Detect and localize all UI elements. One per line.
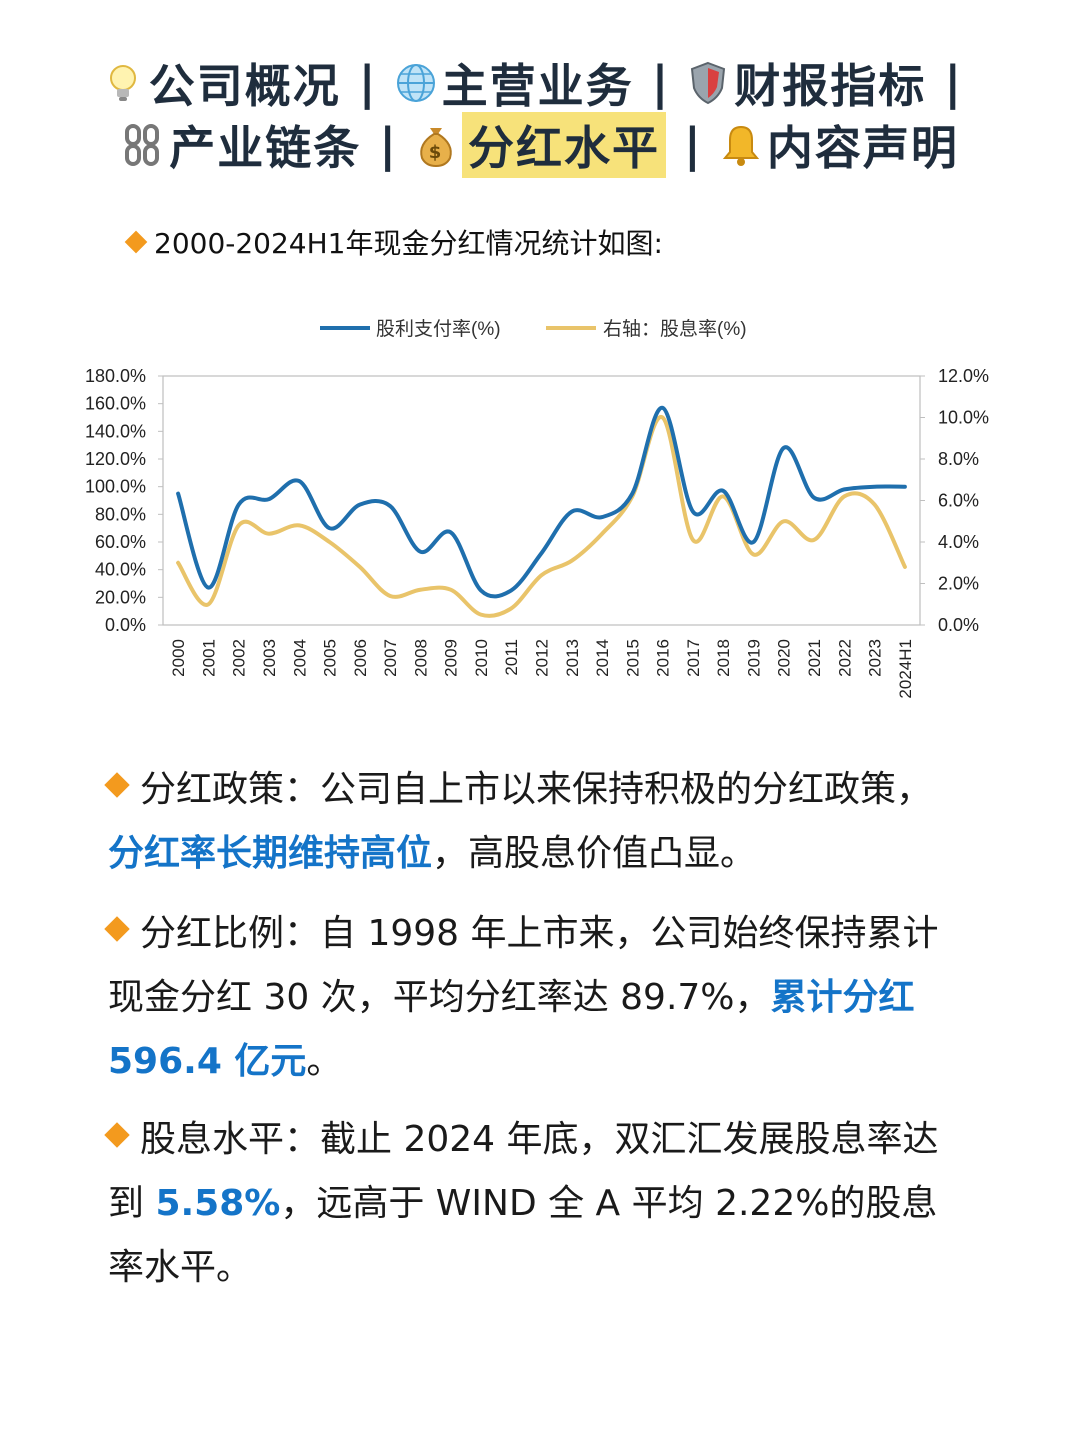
plot-frame — [162, 375, 921, 626]
x-axis-tick-label: 2008 — [411, 639, 430, 677]
nav-label: 公司概况 — [148, 59, 341, 113]
nav-separator: | — [379, 118, 396, 172]
paragraph-text: 股息水平：截止 2024 年底，双汇汇发展股息率达到 — [108, 1119, 939, 1224]
paragraph-highlight: 累计分红 596.4 亿元 — [108, 977, 915, 1082]
paragraph-text: 。 — [306, 1041, 343, 1082]
shield-icon — [691, 61, 726, 105]
x-axis-tick-label: 2022 — [835, 639, 854, 677]
series-line-dividend-yield — [176, 415, 907, 618]
left-axis-tick-label: 40.0% — [95, 560, 146, 580]
x-axis-tick-label: 2013 — [563, 639, 582, 677]
paragraph-text: ，远高于 WIND 全 A 平均 2.22%的股息率水平。 — [108, 1183, 938, 1288]
paragraph-dividend-policy: 分红政策：公司自上市以来保持积极的分红政策， 分红率长期维持高位，高股息价值凸显。 — [104, 758, 968, 886]
nav-separator: | — [684, 118, 701, 172]
money-bag-icon: $ — [420, 128, 452, 168]
nav-item-dividend-level[interactable]: $ 分红水平 — [414, 112, 666, 178]
nav-separator: | — [358, 56, 376, 110]
paragraph-dividend-ratio: 分红比例：自 1998 年上市来，公司始终保持累计现金分红 30 次，平均分红率… — [104, 902, 968, 1094]
nav-item-main-business[interactable]: 主营业务 — [394, 50, 634, 116]
x-axis-tick-label: 2004 — [290, 639, 309, 677]
nav-item-company-overview[interactable]: 公司概况 — [101, 50, 341, 116]
dividend-chart: 0.0% 20.0% 40.0% 60.0% 80.0% 100.0% 120.0% 140.… — [85, 318, 989, 699]
x-axis-tick-label: 2018 — [714, 639, 733, 677]
right-axis-tick-label: 8.0% — [938, 449, 979, 469]
svg-text:$: $ — [429, 142, 444, 163]
top-navigation: 公司概况 | 主营业务 | 财报指标 | — [0, 52, 1080, 178]
chain-icon — [125, 124, 160, 166]
x-axis-tick-label: 2002 — [230, 639, 249, 677]
diamond-bullet-icon — [104, 1122, 130, 1148]
chart-heading: 2000-2024H1年现金分红情况统计如图: — [124, 222, 663, 262]
right-axis-tick-label: 12.0% — [938, 366, 989, 386]
nav-separator: | — [651, 56, 669, 110]
x-axis-tick-label: 2014 — [593, 639, 612, 677]
nav-label: 财报指标 — [734, 59, 927, 113]
x-axis-tick-label: 2012 — [533, 639, 552, 677]
paragraph-text: 分红比例：自 1998 年上市来，公司始终保持累计现金分红 30 次，平均分红率… — [108, 913, 939, 1018]
x-axis-tick-label: 2019 — [744, 639, 763, 677]
x-axis-tick-label: 2001 — [199, 639, 218, 677]
nav-item-financial-indicators[interactable]: 财报指标 — [686, 50, 926, 116]
x-axis-tick-label: 2003 — [260, 639, 279, 677]
x-axis-tick-label: 2010 — [472, 639, 491, 677]
x-axis-tick-label: 2000 — [169, 639, 188, 677]
right-axis-tick-label: 2.0% — [938, 574, 979, 594]
nav-row-1: 公司概况 | 主营业务 | 财报指标 | — [0, 52, 1080, 114]
legend-label-payout-ratio: 股利支付率(%) — [376, 318, 501, 340]
x-axis-tick-label: 2006 — [351, 639, 370, 677]
nav-item-content-statement[interactable]: 内容声明 — [719, 112, 959, 178]
nav-label: 内容声明 — [766, 121, 959, 175]
chart-heading-text: 2000-2024H1年现金分红情况统计如图: — [154, 227, 663, 260]
left-axis-tick-label: 140.0% — [85, 421, 146, 441]
left-axis-tick-label: 180.0% — [85, 366, 146, 386]
right-axis-tick-label: 0.0% — [938, 615, 979, 635]
x-axis-tick-label: 2017 — [684, 639, 703, 677]
globe-icon — [396, 64, 435, 102]
nav-label: 主营业务 — [441, 59, 634, 113]
left-axis-tick-label: 160.0% — [85, 394, 146, 414]
bell-icon — [722, 125, 759, 166]
diamond-bullet-icon — [104, 916, 130, 942]
left-axis-tick-label: 80.0% — [95, 504, 146, 524]
lightbulb-icon — [109, 65, 136, 101]
nav-label: 产业链条 — [169, 121, 362, 175]
x-axis-tick-label: 2021 — [805, 639, 824, 677]
x-axis-tick-label: 2007 — [381, 639, 400, 677]
left-axis-tick-label: 0.0% — [105, 615, 146, 635]
right-axis-tick-label: 6.0% — [938, 491, 979, 511]
paragraph-highlight: 5.58% — [155, 1183, 281, 1224]
x-axis-tick-label: 2009 — [442, 639, 461, 677]
x-axis-tick-label: 2023 — [866, 639, 885, 677]
right-axis-tick-label: 10.0% — [938, 408, 989, 428]
legend-label-dividend-yield: 右轴：股息率(%) — [603, 318, 747, 340]
x-axis-tick-label: 2020 — [775, 639, 794, 677]
x-axis-tick-label: 2005 — [321, 639, 340, 677]
nav-separator: | — [944, 56, 962, 110]
nav-label: 分红水平 — [462, 112, 666, 178]
nav-item-industry-chain[interactable]: 产业链条 — [121, 112, 361, 178]
left-axis-tick-label: 100.0% — [85, 477, 146, 497]
left-axis-tick-label: 60.0% — [95, 532, 146, 552]
series-line-payout-ratio — [176, 405, 907, 599]
paragraph-text: 分红政策：公司自上市以来保持积极的分红政策， — [140, 769, 933, 810]
left-axis-tick-label: 120.0% — [85, 449, 146, 469]
x-axis-tick-label: 2015 — [623, 639, 642, 677]
diamond-bullet-icon — [104, 772, 130, 798]
x-axis-tick-label: 2011 — [502, 639, 521, 676]
paragraph-highlight: 分红率长期维持高位 — [108, 833, 433, 874]
left-axis-tick-label: 20.0% — [95, 587, 146, 607]
paragraph-dividend-yield: 股息水平：截止 2024 年底，双汇汇发展股息率达到 5.58%，远高于 WIN… — [104, 1108, 968, 1300]
nav-row-2: 产业链条 | $ 分红水平 | 内容声明 — [0, 112, 1080, 178]
right-axis-tick-label: 4.0% — [938, 532, 979, 552]
x-axis-tick-label: 2024H1 — [896, 639, 915, 699]
x-axis-tick-label: 2016 — [654, 639, 673, 677]
diamond-bullet-icon — [124, 230, 148, 254]
paragraph-text: ，高股息价值凸显。 — [432, 833, 757, 874]
